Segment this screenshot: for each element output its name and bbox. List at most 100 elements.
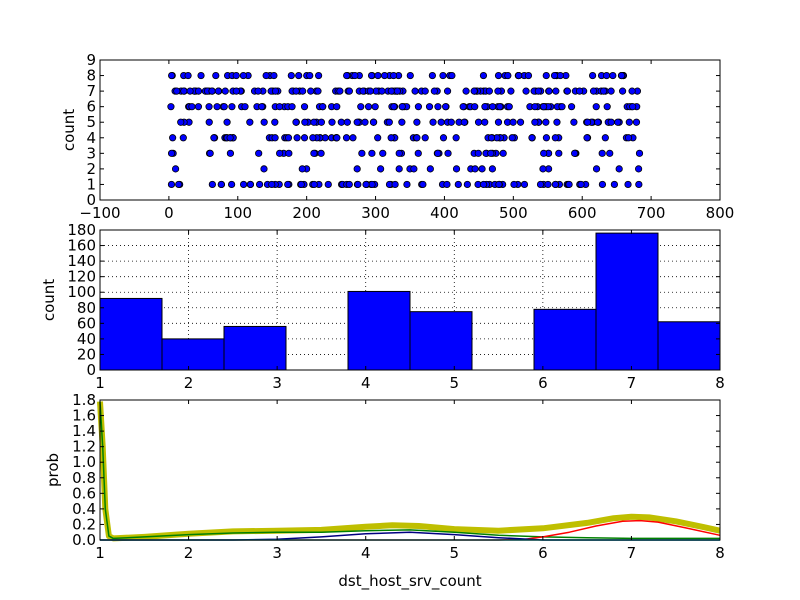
scatter-point (391, 180, 399, 189)
histogram-ytick-label: 160 (67, 237, 96, 255)
scatter-point (471, 103, 479, 111)
scatter-point (421, 134, 429, 142)
scatter-point (524, 71, 533, 80)
scatter-point (260, 118, 268, 126)
scatter-ytick-label: 5 (86, 113, 96, 131)
scatter-point (271, 87, 280, 95)
scatter-point (309, 134, 317, 142)
scatter-ytick-label: 1 (86, 175, 96, 193)
scatter-point (374, 71, 382, 80)
scatter-point (494, 87, 502, 95)
scatter-point (353, 165, 361, 173)
scatter-point (575, 87, 584, 95)
scatter-panel: −100 0 100 200 300 400 500 600 700 800 0123456789… (60, 51, 734, 222)
scatter-point (615, 165, 623, 173)
scatter-point (374, 134, 382, 142)
scatter-point (589, 87, 598, 95)
histogram-bar (657, 321, 721, 371)
scatter-point (324, 180, 332, 189)
scatter-point (594, 118, 602, 126)
scatter-point (333, 103, 341, 111)
scatter-point (188, 103, 196, 111)
density-line-1 (99, 401, 720, 540)
scatter-point (479, 71, 488, 80)
histogram-bar (595, 232, 659, 371)
density-xtick-label: 2 (184, 544, 194, 562)
histogram-bar (223, 325, 287, 371)
scatter-point (542, 134, 551, 142)
scatter-point (371, 103, 379, 111)
scatter-point (625, 118, 633, 126)
scatter-point (618, 71, 626, 80)
scatter-points (167, 71, 644, 189)
scatter-point (300, 103, 309, 111)
scatter-xtick-label: 500 (499, 204, 528, 222)
scatter-point (603, 103, 611, 111)
histogram-xtick-label: 4 (361, 374, 371, 392)
scatter-point (271, 118, 279, 126)
scatter-point (552, 87, 560, 95)
scatter-point (598, 149, 606, 157)
scatter-point (205, 103, 213, 111)
scatter-point (208, 180, 216, 189)
scatter-point (217, 180, 225, 189)
scatter-point (284, 180, 292, 189)
scatter-point (522, 87, 530, 95)
histogram-bar (347, 290, 411, 371)
histogram-ytick-label: 20 (77, 345, 96, 363)
scatter-point (635, 149, 644, 157)
scatter-point (411, 87, 419, 95)
scatter-point (614, 118, 622, 126)
scatter-point (377, 165, 385, 173)
scatter-point (565, 180, 573, 189)
scatter-point (478, 165, 486, 173)
scatter-point (297, 180, 305, 189)
scatter-point (395, 165, 403, 173)
histogram-xtick-label: 5 (450, 374, 460, 392)
density-ytick-label: 1.0 (72, 453, 96, 471)
scatter-point (448, 71, 456, 80)
scatter-point (271, 134, 279, 142)
scatter-point (228, 180, 236, 189)
scatter-point (255, 149, 263, 157)
histogram-bar (533, 308, 597, 371)
scatter-point (520, 180, 529, 189)
scatter-point (600, 87, 608, 95)
scatter-point (452, 165, 461, 173)
scatter-point (239, 71, 247, 80)
scatter-point (293, 134, 301, 142)
scatter-point (434, 103, 442, 111)
histogram-xtick-label: 1 (95, 374, 105, 392)
scatter-point (368, 149, 376, 157)
scatter-point (333, 134, 341, 142)
scatter-point (314, 87, 322, 95)
scatter-point (471, 165, 479, 173)
scatter-point (425, 103, 434, 111)
scatter-point (167, 180, 176, 189)
scatter-point (232, 87, 240, 95)
scatter-point (421, 87, 429, 95)
scatter-point (300, 134, 309, 142)
scatter-point (226, 134, 234, 142)
density-ytick-label: 0.2 (72, 515, 96, 533)
scatter-point (345, 87, 353, 95)
scatter-point (357, 103, 365, 111)
scatter-point (496, 103, 504, 111)
scatter-point (226, 149, 235, 157)
scatter-point (221, 87, 229, 95)
density-xtick-label: 7 (627, 544, 637, 562)
density-ytick-label: 0.0 (72, 531, 96, 549)
scatter-point (534, 87, 542, 95)
histogram-bar (99, 297, 163, 371)
scatter-point (437, 118, 445, 126)
scatter-point (443, 180, 451, 189)
scatter-point (328, 118, 336, 126)
scatter-point (628, 87, 636, 95)
scatter-point (398, 118, 406, 126)
scatter-point (494, 118, 503, 126)
scatter-point (434, 149, 442, 157)
scatter-xtick-label: 700 (637, 204, 666, 222)
scatter-point (298, 165, 306, 173)
scatter-point (315, 71, 323, 80)
